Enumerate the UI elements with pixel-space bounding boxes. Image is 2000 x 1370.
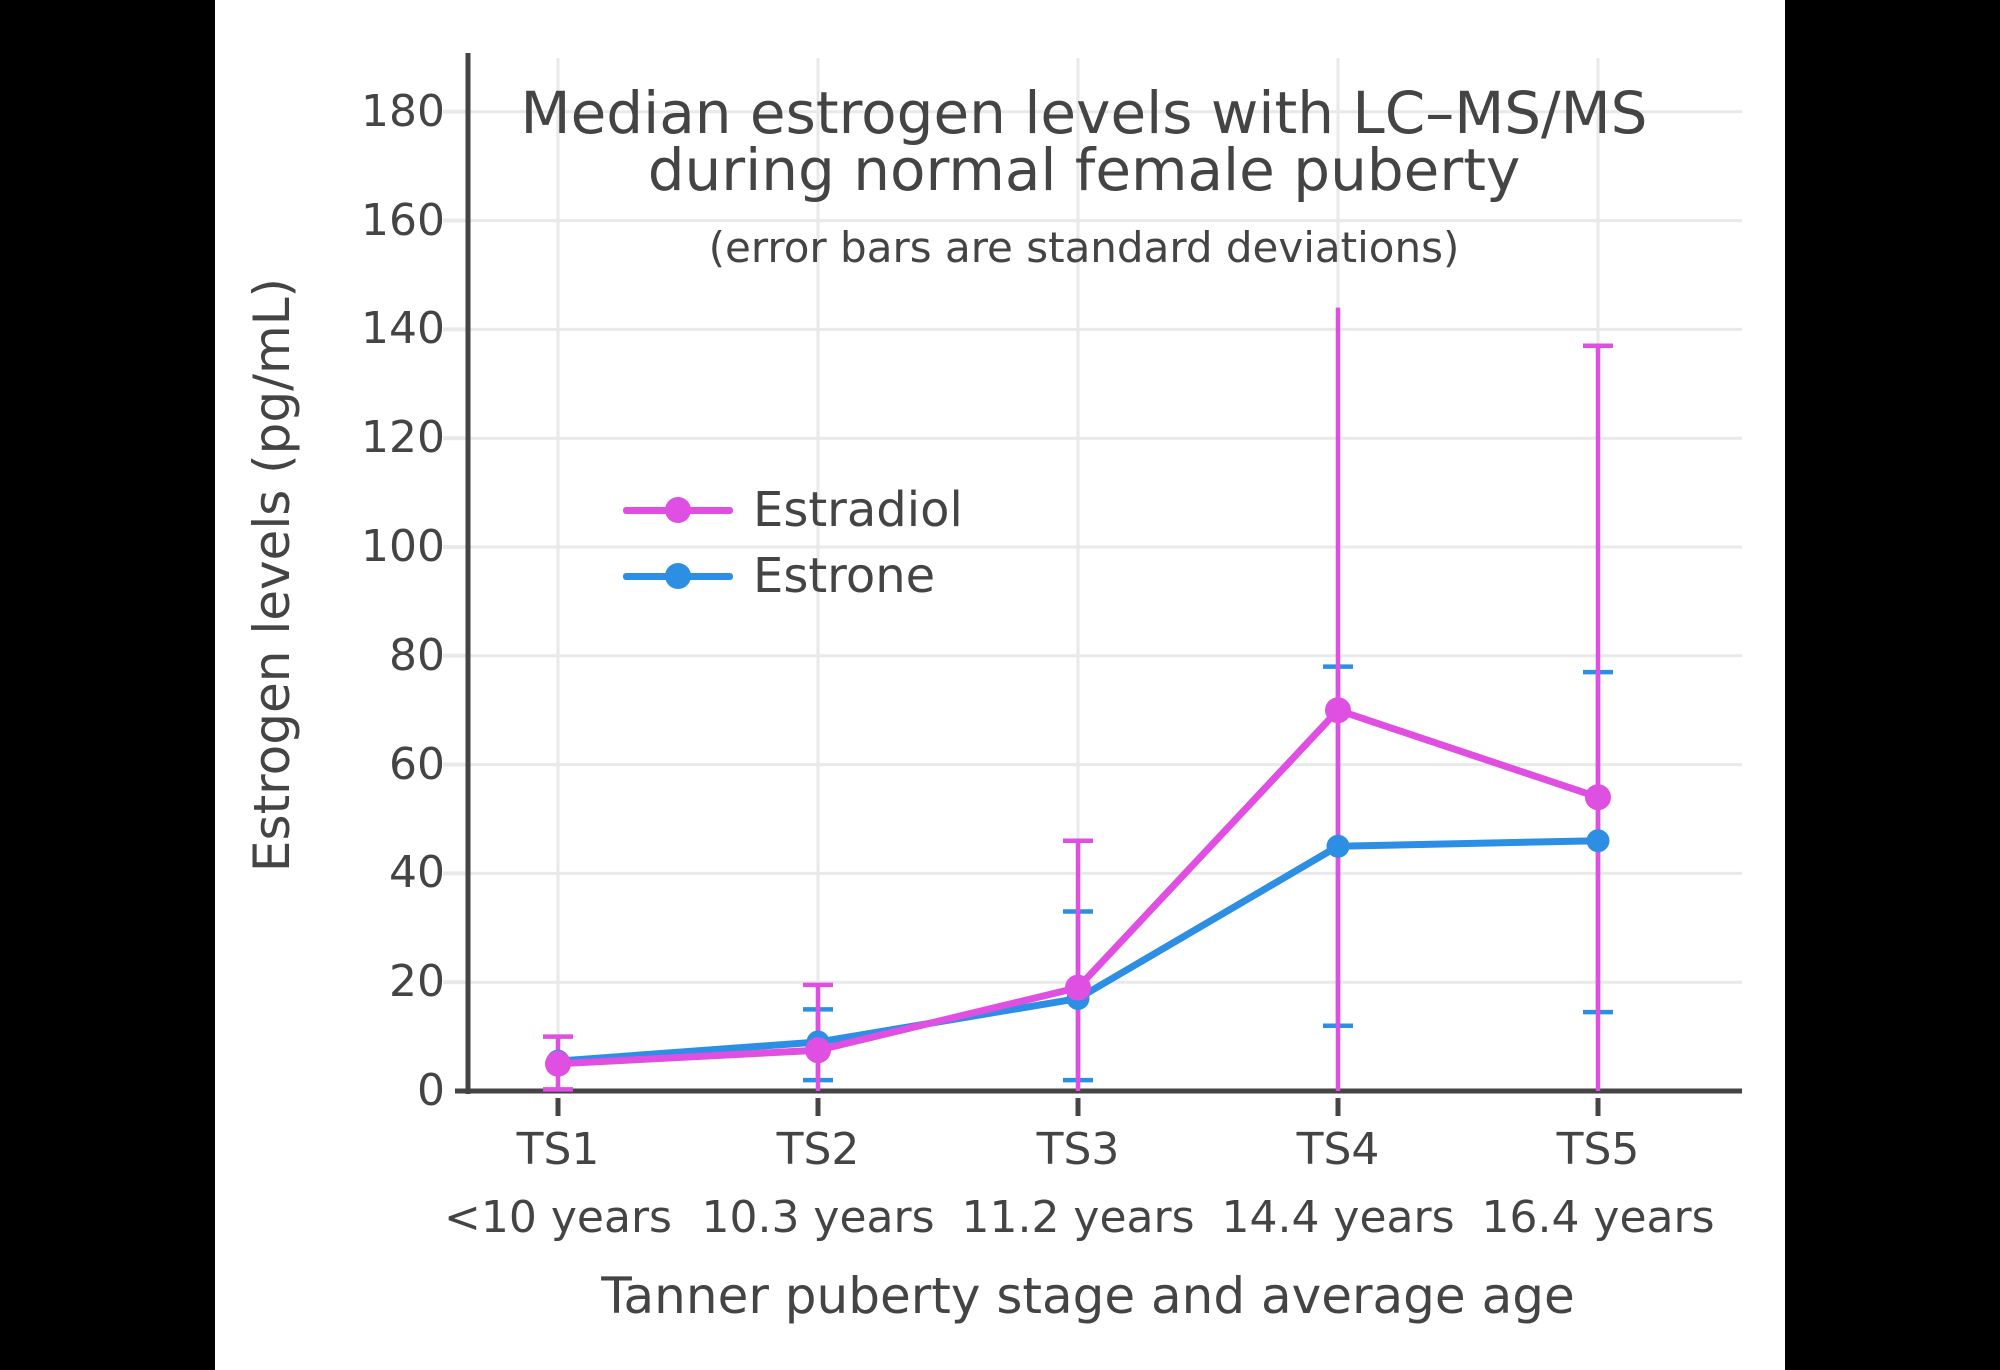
y-tick-label-100: 100 <box>361 521 445 572</box>
estrone-data-point-TS5[interactable] <box>1586 829 1610 853</box>
y-tick-label-60: 60 <box>389 738 445 790</box>
y-tick-label-0: 0 <box>417 1065 445 1116</box>
legend-label-estrone: Estrone <box>753 548 936 604</box>
y-tick-label-120: 120 <box>361 412 445 464</box>
estrone-marker-swatch-icon <box>665 563 691 589</box>
x-tick-age-label-TS3: 11.2 years <box>961 1192 1195 1243</box>
x-tick-age-label-TS4: 14.4 years <box>1221 1192 1455 1243</box>
x-tick-age-label-TS1: <10 years <box>444 1192 672 1243</box>
estradiol-data-point-TS3[interactable] <box>1065 974 1091 1001</box>
estrone-data-point-TS4[interactable] <box>1326 834 1350 858</box>
estradiol-data-point-TS1[interactable] <box>545 1050 571 1077</box>
x-tick-stage-label-TS3: TS3 <box>1036 1124 1120 1175</box>
chart-title-line-2: during normal female puberty <box>647 136 1521 204</box>
legend-label-estradiol: Estradiol <box>753 482 963 538</box>
chart-figure: Median estrogen levels with LC–MS/MS dur… <box>215 0 1785 1370</box>
y-tick-label-140: 140 <box>361 303 445 355</box>
plot-area <box>443 53 1742 1116</box>
estradiol-data-point-TS5[interactable] <box>1585 784 1611 811</box>
y-tick-label-180: 180 <box>361 85 445 137</box>
chart-title-line-1: Median estrogen levels with LC–MS/MS <box>520 79 1648 147</box>
estradiol-data-point-TS4[interactable] <box>1325 697 1351 724</box>
x-tick-stage-label-TS1: TS1 <box>516 1124 600 1175</box>
chart-subtitle: (error bars are standard deviations) <box>708 223 1460 272</box>
x-tick-stage-label-TS4: TS4 <box>1296 1124 1380 1175</box>
estradiol-marker-swatch-icon <box>665 497 691 523</box>
x-tick-age-label-TS5: 16.4 years <box>1481 1192 1715 1243</box>
x-tick-stage-label-TS5: TS5 <box>1556 1124 1640 1175</box>
x-axis-title: Tanner puberty stage and average age <box>601 1267 1575 1325</box>
y-tick-label-20: 20 <box>389 956 445 1008</box>
x-tick-age-label-TS2: 10.3 years <box>701 1192 935 1243</box>
x-tick-stage-label-TS2: TS2 <box>776 1124 860 1175</box>
y-tick-label-80: 80 <box>389 629 445 681</box>
estradiol-data-point-TS2[interactable] <box>805 1037 831 1064</box>
y-tick-label-160: 160 <box>361 194 445 246</box>
y-tick-label-40: 40 <box>389 847 445 899</box>
